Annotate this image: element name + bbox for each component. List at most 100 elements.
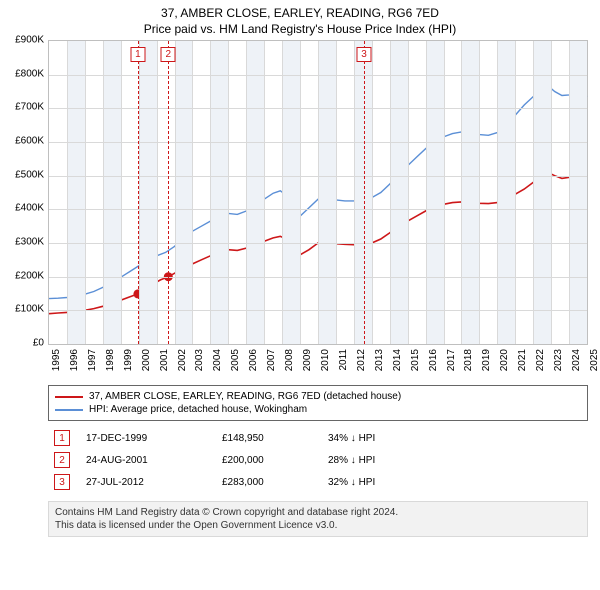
chart-container: 37, AMBER CLOSE, EARLEY, READING, RG6 7E… — [0, 0, 600, 590]
sale-event-row: 3 27-JUL-2012 £283,000 32% ↓ HPI — [54, 471, 582, 493]
x-tick-label: 1997 — [87, 349, 98, 371]
gridline-vertical — [515, 41, 516, 344]
sale-event-price: £148,950 — [222, 433, 312, 444]
sale-event-number: 3 — [54, 474, 70, 490]
year-band — [533, 41, 551, 344]
gridline-vertical — [300, 41, 301, 344]
gridline-horizontal — [49, 108, 587, 109]
x-tick-label: 2005 — [230, 349, 241, 371]
sale-event-date: 17-DEC-1999 — [86, 433, 206, 444]
x-tick-label: 2012 — [356, 349, 367, 371]
chart-title: 37, AMBER CLOSE, EARLEY, READING, RG6 7E… — [0, 0, 600, 20]
gridline-vertical — [264, 41, 265, 344]
gridline-horizontal — [49, 310, 587, 311]
x-tick-label: 2000 — [141, 349, 152, 371]
gridline-vertical — [67, 41, 68, 344]
y-tick-label: £600K — [15, 136, 44, 147]
gridline-vertical — [426, 41, 427, 344]
x-tick-label: 2009 — [302, 349, 313, 371]
gridline-horizontal — [49, 209, 587, 210]
year-band — [426, 41, 444, 344]
x-tick-label: 2003 — [194, 349, 205, 371]
gridline-vertical — [175, 41, 176, 344]
y-tick-label: £200K — [15, 270, 44, 281]
y-tick-label: £0 — [33, 338, 44, 349]
attribution-line: Contains HM Land Registry data © Crown c… — [55, 506, 581, 519]
y-tick-label: £100K — [15, 304, 44, 315]
gridline-vertical — [408, 41, 409, 344]
gridline-vertical — [210, 41, 211, 344]
x-tick-label: 2006 — [248, 349, 259, 371]
sale-event-date: 24-AUG-2001 — [86, 455, 206, 466]
x-tick-label: 2015 — [410, 349, 421, 371]
x-tick-label: 2021 — [517, 349, 528, 371]
year-band — [246, 41, 264, 344]
gridline-vertical — [372, 41, 373, 344]
x-axis-ticks: 1995199619971998199920002001200220032004… — [48, 345, 588, 379]
sale-event-number: 1 — [54, 430, 70, 446]
gridline-vertical — [479, 41, 480, 344]
y-tick-label: £500K — [15, 169, 44, 180]
legend: 37, AMBER CLOSE, EARLEY, READING, RG6 7E… — [48, 385, 588, 421]
legend-swatch — [55, 409, 83, 411]
x-tick-label: 2025 — [589, 349, 600, 371]
sale-event-marker-label: 3 — [357, 47, 372, 62]
x-tick-label: 1995 — [51, 349, 62, 371]
gridline-horizontal — [49, 277, 587, 278]
year-band — [67, 41, 85, 344]
legend-label: 37, AMBER CLOSE, EARLEY, READING, RG6 7E… — [89, 391, 401, 402]
x-tick-label: 1996 — [69, 349, 80, 371]
year-band — [103, 41, 121, 344]
year-band — [390, 41, 408, 344]
x-tick-label: 2004 — [212, 349, 223, 371]
x-tick-label: 2022 — [535, 349, 546, 371]
gridline-vertical — [444, 41, 445, 344]
x-tick-label: 2016 — [428, 349, 439, 371]
legend-swatch — [55, 396, 83, 398]
x-tick-label: 2020 — [499, 349, 510, 371]
x-tick-label: 2017 — [446, 349, 457, 371]
sale-event-line — [364, 41, 365, 344]
year-band — [175, 41, 193, 344]
sale-event-price: £200,000 — [222, 455, 312, 466]
year-band — [354, 41, 372, 344]
gridline-vertical — [497, 41, 498, 344]
y-axis-ticks: £0£100K£200K£300K£400K£500K£600K£700K£80… — [0, 40, 46, 345]
sale-event-line — [168, 41, 169, 344]
chart-subtitle: Price paid vs. HM Land Registry's House … — [0, 20, 600, 40]
y-tick-label: £400K — [15, 203, 44, 214]
x-tick-label: 2010 — [320, 349, 331, 371]
x-tick-label: 2024 — [571, 349, 582, 371]
gridline-vertical — [390, 41, 391, 344]
year-band — [497, 41, 515, 344]
gridline-vertical — [282, 41, 283, 344]
gridline-vertical — [336, 41, 337, 344]
gridline-vertical — [192, 41, 193, 344]
gridline-horizontal — [49, 243, 587, 244]
x-tick-label: 2008 — [284, 349, 295, 371]
attribution-box: Contains HM Land Registry data © Crown c… — [48, 501, 588, 537]
year-band — [569, 41, 587, 344]
y-tick-label: £300K — [15, 237, 44, 248]
x-tick-label: 2019 — [481, 349, 492, 371]
sale-event-row: 117-DEC-1999£148,95034% ↓ HPI — [54, 427, 582, 449]
sale-events-table: 117-DEC-1999£148,95034% ↓ HPI224-AUG-200… — [48, 425, 588, 497]
gridline-vertical — [533, 41, 534, 344]
x-tick-label: 2013 — [374, 349, 385, 371]
x-tick-label: 2014 — [392, 349, 403, 371]
sale-event-price: £283,000 — [222, 477, 312, 488]
legend-item: 37, AMBER CLOSE, EARLEY, READING, RG6 7E… — [55, 390, 581, 403]
sale-event-diff: 28% ↓ HPI — [328, 455, 375, 466]
sale-event-diff: 32% ↓ HPI — [328, 477, 375, 488]
y-tick-label: £800K — [15, 68, 44, 79]
gridline-vertical — [157, 41, 158, 344]
attribution-line: This data is licensed under the Open Gov… — [55, 519, 581, 532]
year-band — [318, 41, 336, 344]
year-band — [210, 41, 228, 344]
y-tick-label: £700K — [15, 102, 44, 113]
gridline-vertical — [461, 41, 462, 344]
year-band — [461, 41, 479, 344]
sale-event-date: 27-JUL-2012 — [86, 477, 206, 488]
gridline-vertical — [103, 41, 104, 344]
gridline-vertical — [85, 41, 86, 344]
